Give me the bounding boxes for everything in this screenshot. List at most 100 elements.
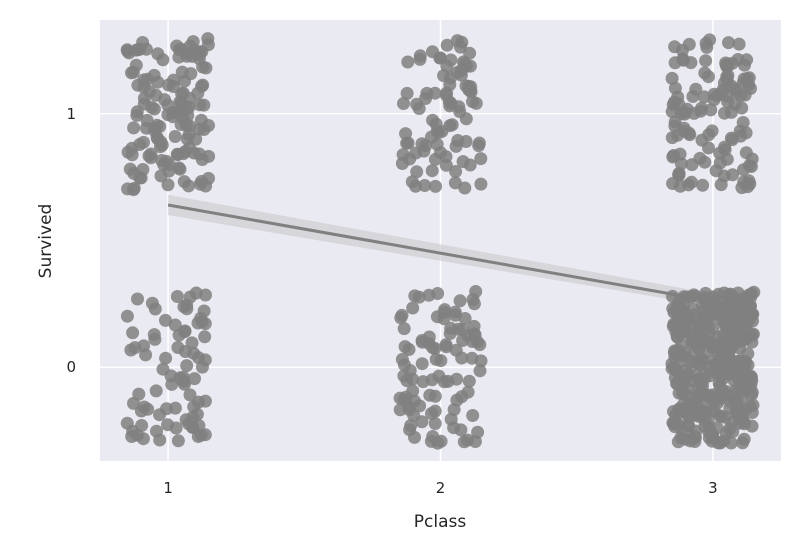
data-point [461, 385, 475, 399]
data-point [469, 285, 483, 298]
data-point [732, 37, 746, 51]
data-point [428, 152, 442, 166]
data-point [439, 340, 453, 354]
data-point [426, 430, 440, 443]
data-point [398, 340, 412, 354]
data-point [406, 372, 420, 386]
data-point [467, 297, 481, 311]
data-point [134, 171, 148, 185]
data-point [429, 117, 443, 131]
data-point [149, 121, 163, 135]
data-point [127, 121, 141, 135]
data-point [131, 292, 144, 306]
x-tick-label-2: 2 [436, 479, 446, 497]
data-point [742, 159, 756, 173]
data-point [410, 165, 424, 179]
data-point [718, 349, 732, 363]
x-tick-label-1: 1 [163, 479, 173, 497]
data-point [697, 90, 711, 104]
data-point [739, 146, 753, 160]
data-point [669, 415, 683, 429]
data-point [143, 85, 156, 98]
data-point [159, 351, 173, 365]
data-point [674, 338, 688, 352]
data-point [174, 96, 188, 110]
data-point [182, 128, 196, 142]
data-point [141, 402, 155, 416]
data-point [186, 410, 200, 424]
data-point [717, 76, 731, 90]
data-point [161, 178, 175, 192]
data-point [419, 139, 433, 153]
data-point [137, 135, 150, 149]
data-point [195, 79, 209, 93]
data-point [154, 169, 168, 183]
data-point [710, 421, 724, 435]
data-point [443, 119, 457, 133]
data-point [195, 360, 209, 374]
data-point [686, 90, 700, 103]
data-point [399, 127, 413, 141]
data-point [674, 431, 688, 445]
data-point [678, 371, 692, 385]
data-point [665, 71, 679, 85]
data-point [688, 431, 702, 444]
data-point [198, 330, 212, 344]
x-tick-label-3: 3 [708, 479, 718, 497]
data-point [201, 32, 215, 46]
data-point [120, 309, 134, 323]
data-point [170, 39, 184, 53]
data-point [448, 176, 462, 190]
data-point [199, 288, 212, 302]
x-axis-label: Pclass [414, 512, 467, 532]
data-point [668, 119, 682, 133]
data-point [408, 289, 422, 303]
data-point [745, 419, 759, 433]
data-point [153, 433, 167, 447]
data-point [397, 97, 410, 110]
data-point [167, 73, 181, 87]
regression-line-path [167, 203, 714, 303]
data-point [696, 379, 709, 393]
data-point [168, 130, 182, 143]
data-point [440, 38, 454, 52]
data-point [468, 435, 482, 448]
data-point [394, 311, 408, 325]
data-point [439, 88, 453, 102]
data-point [686, 354, 700, 368]
data-point [156, 53, 170, 67]
data-point [735, 390, 749, 404]
data-point [180, 359, 194, 373]
data-point [702, 128, 716, 142]
data-point [462, 374, 476, 388]
data-points [120, 32, 761, 450]
data-point [406, 301, 420, 315]
data-point [684, 56, 698, 70]
data-point [672, 386, 686, 400]
data-point [400, 136, 414, 150]
data-point [726, 168, 740, 182]
data-point [719, 410, 733, 424]
data-point [687, 106, 701, 120]
data-point [395, 352, 409, 366]
data-point [720, 60, 734, 74]
data-point [465, 351, 479, 365]
data-point [399, 390, 413, 404]
data-point [149, 384, 163, 398]
data-point [397, 322, 411, 336]
data-point [724, 287, 738, 301]
data-point [175, 87, 189, 101]
data-point [195, 153, 209, 166]
data-point [728, 368, 742, 382]
y-tick-labels: 01 [66, 105, 76, 376]
data-point [173, 162, 187, 176]
data-point [449, 165, 463, 178]
data-point [473, 364, 487, 378]
data-point [202, 119, 215, 132]
data-point [125, 148, 139, 162]
data-point [409, 146, 423, 160]
data-point [179, 46, 193, 60]
data-point [202, 171, 215, 185]
data-point [714, 87, 728, 101]
